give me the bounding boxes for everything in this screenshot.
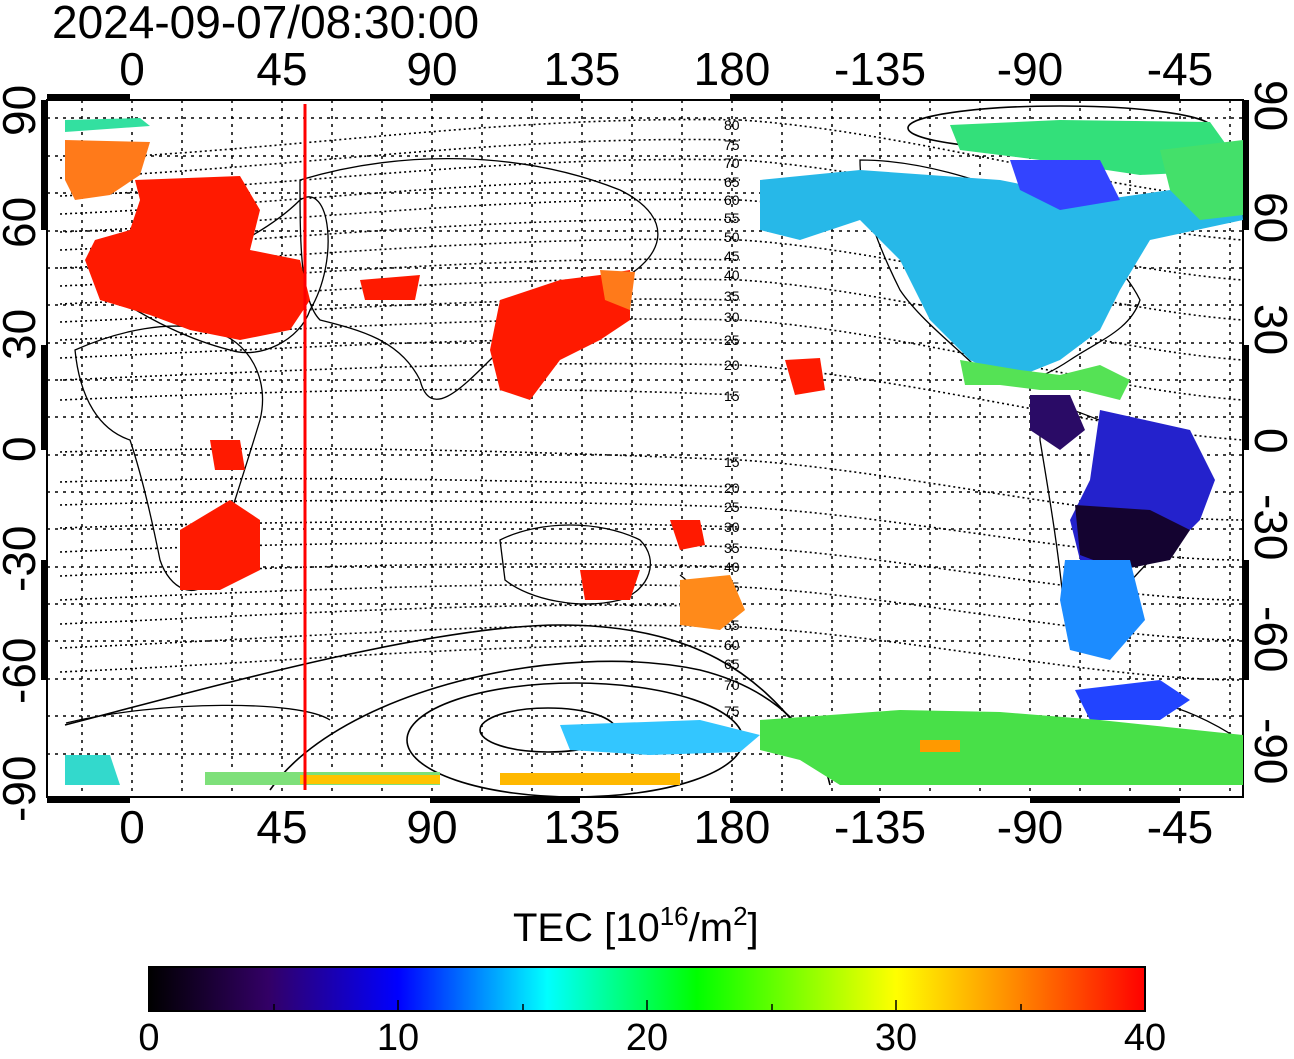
frame-tick-bars [41, 94, 1249, 803]
bottom-tick-label: 45 [256, 801, 308, 853]
bottom-tick-label: -90 [996, 801, 1064, 853]
contour-label: 75 [724, 703, 740, 719]
tec-patch [1160, 140, 1243, 220]
contour-label: 65 [724, 174, 740, 190]
colorbar-title-suffix: ] [747, 906, 759, 950]
tec-patch [670, 520, 705, 550]
tec-patch [210, 440, 245, 470]
top-tick-label: 0 [119, 43, 145, 95]
colorbar-title-unit: /m [688, 906, 734, 950]
tec-patch [600, 270, 635, 310]
colorbar-title-exponent: 16 [659, 901, 689, 931]
top-tick-label: 45 [256, 43, 308, 95]
contour-label: 80 [724, 117, 740, 133]
contour-label: 20 [724, 480, 740, 496]
bottom-tick-label: 180 [693, 801, 771, 853]
colorbar-title-unit-exponent: 2 [733, 901, 748, 931]
contour-label: 35 [724, 540, 740, 556]
tec-patch [1060, 560, 1145, 660]
contour-label: 40 [724, 559, 740, 575]
contour-label: 25 [724, 332, 740, 348]
top-tick-label: -90 [996, 43, 1064, 95]
colorbar-label: 10 [376, 1017, 420, 1059]
contour-label: 30 [724, 309, 740, 325]
contour-label: 50 [724, 229, 740, 245]
contour-label: 70 [724, 155, 740, 171]
tec-patch [760, 170, 1243, 380]
colorbar-label: 20 [625, 1017, 669, 1059]
bottom-tick-label: 135 [543, 801, 621, 853]
tec-patch [1030, 395, 1085, 450]
bottom-tick-label: 90 [406, 801, 458, 853]
contour-label: 60 [724, 637, 740, 653]
bottom-tick-label: -135 [833, 801, 927, 853]
tec-patch [1075, 505, 1190, 570]
top-tick-label: 90 [406, 43, 458, 95]
contour-label: 15 [724, 388, 740, 404]
contour-label: 15 [724, 454, 740, 470]
contour-label: 40 [724, 267, 740, 283]
tec-patch [960, 360, 1130, 400]
tec-patch [785, 358, 825, 395]
tec-patch [180, 500, 260, 590]
tec-patch [300, 775, 440, 784]
contour-label: 45 [724, 248, 740, 264]
contour-label: 20 [724, 357, 740, 373]
colorbar-title-prefix: TEC [10 [513, 906, 660, 950]
map-timestamp-title: 2024-09-07/08:30:00 [52, 0, 480, 48]
contour-label: 30 [724, 519, 740, 535]
top-tick-label: 135 [543, 43, 621, 95]
contour-label: 60 [724, 192, 740, 208]
tec-patch [680, 575, 745, 630]
colorbar-title: TEC [1016/m2] [513, 903, 759, 951]
bottom-tick-label: 0 [119, 801, 145, 853]
tec-patch [500, 773, 680, 785]
contour-label: 35 [724, 288, 740, 304]
contour-label: 25 [724, 499, 740, 515]
top-tick-label: -45 [1146, 43, 1214, 95]
colorbar-label: 30 [874, 1017, 918, 1059]
bottom-tick-label: -45 [1146, 801, 1214, 853]
tec-patch [1010, 160, 1120, 210]
colorbar-label: 0 [138, 1017, 160, 1059]
tec-patch [65, 118, 150, 132]
contour-label: 70 [724, 677, 740, 693]
tec-patch [85, 176, 310, 340]
contour-label: 55 [724, 210, 740, 226]
top-tick-label: -135 [833, 43, 927, 95]
tec-patch [580, 570, 640, 600]
tec-data-patches [65, 118, 1243, 785]
tec-patch [560, 720, 760, 755]
contour-label: 75 [724, 137, 740, 153]
tec-patch [920, 740, 960, 752]
contour-label: 65 [724, 656, 740, 672]
tec-patch [490, 270, 630, 400]
tec-patch [1075, 680, 1190, 720]
tec-patch [760, 710, 1243, 785]
tec-patch [65, 755, 120, 785]
tec-patch [65, 140, 150, 200]
tec-patch [360, 275, 420, 300]
colorbar-label: 40 [1123, 1017, 1167, 1059]
top-tick-label: 180 [693, 43, 771, 95]
